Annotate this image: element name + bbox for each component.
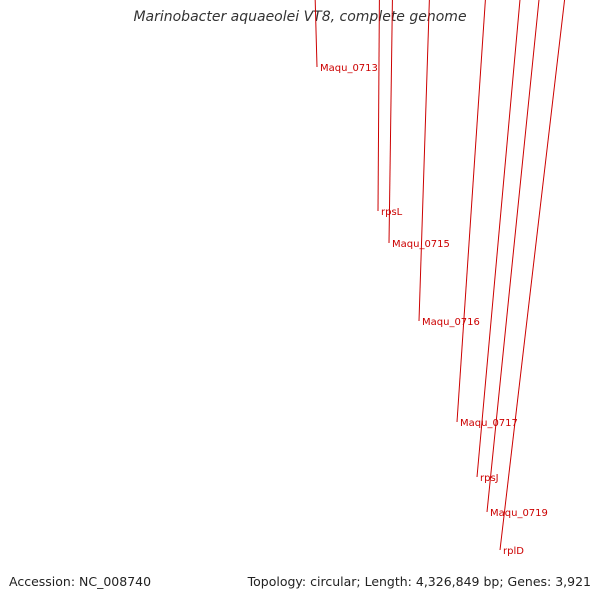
gene-label: Maqu_0719 [490,508,548,519]
gene-label: Maqu_0716 [422,317,480,328]
gene-leader-line [388,0,393,244]
gene-label: rpsJ [480,473,499,484]
topology-label: Topology: circular; Length: 4,326,849 bp… [247,574,591,589]
gene-leader-line [499,0,566,551]
gene-label: Maqu_0713 [320,63,378,74]
map-title: Marinobacter aquaeolei VT8, complete gen… [133,9,467,25]
gene-label: Maqu_0717 [460,418,518,429]
gene-leader-line [486,0,540,513]
gene-leader-line [314,0,318,68]
gene-label: rplD [503,546,524,557]
gene-leader-line [418,0,430,322]
gene-leader-line [377,0,380,212]
gene-leader-line [456,0,486,423]
gene-label: rpsL [381,207,403,218]
gene-label: Maqu_0715 [392,239,450,250]
gene-leader-line [476,0,521,478]
gene-labels: Maqu_0713 rpsL Maqu_0715 Maqu_0716 Maqu_0717… [314,0,566,557]
accession-label: Accession: NC_008740 [9,574,152,589]
